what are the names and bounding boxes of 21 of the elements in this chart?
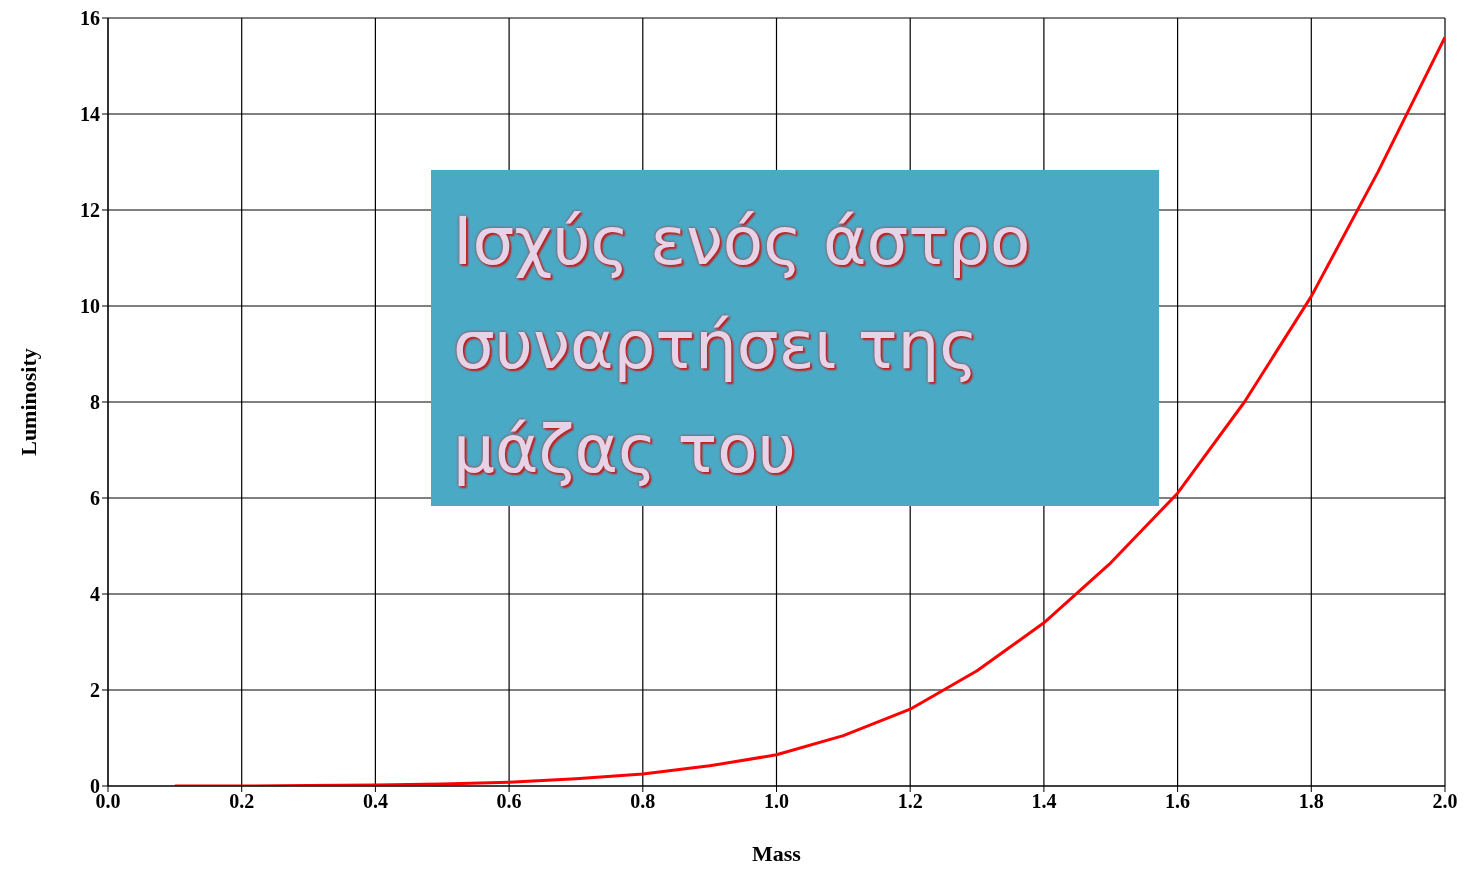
x-tick-label: 1.2 <box>897 790 923 813</box>
x-tick-label: 1.4 <box>1031 790 1057 813</box>
y-axis-title: Luminosity <box>15 348 41 456</box>
text: Ισχύς ενός άστρο συναρτήσει της μάζας του <box>431 170 1159 506</box>
y-tick-label: 12 <box>80 199 100 222</box>
x-tick-label: 2.0 <box>1432 790 1458 813</box>
y-tick-label: 14 <box>80 103 100 126</box>
x-tick-label: 1.6 <box>1165 790 1191 813</box>
x-tick-label: 0.6 <box>496 790 522 813</box>
y-tick-label: 16 <box>80 7 100 30</box>
y-tick-label: 6 <box>90 487 100 510</box>
x-tick-label: 0.2 <box>229 790 255 813</box>
x-tick-label: 0.4 <box>362 790 388 813</box>
y-tick-label: 4 <box>90 583 100 606</box>
x-tick-label: 0.8 <box>630 790 656 813</box>
y-tick-label: 8 <box>90 391 100 414</box>
x-tick-label: 1.0 <box>764 790 789 813</box>
y-tick-label: 10 <box>80 295 100 318</box>
x-tick-label: 1.8 <box>1298 790 1324 813</box>
x-axis-title: Mass <box>752 841 802 866</box>
y-tick-label: 2 <box>90 679 100 702</box>
